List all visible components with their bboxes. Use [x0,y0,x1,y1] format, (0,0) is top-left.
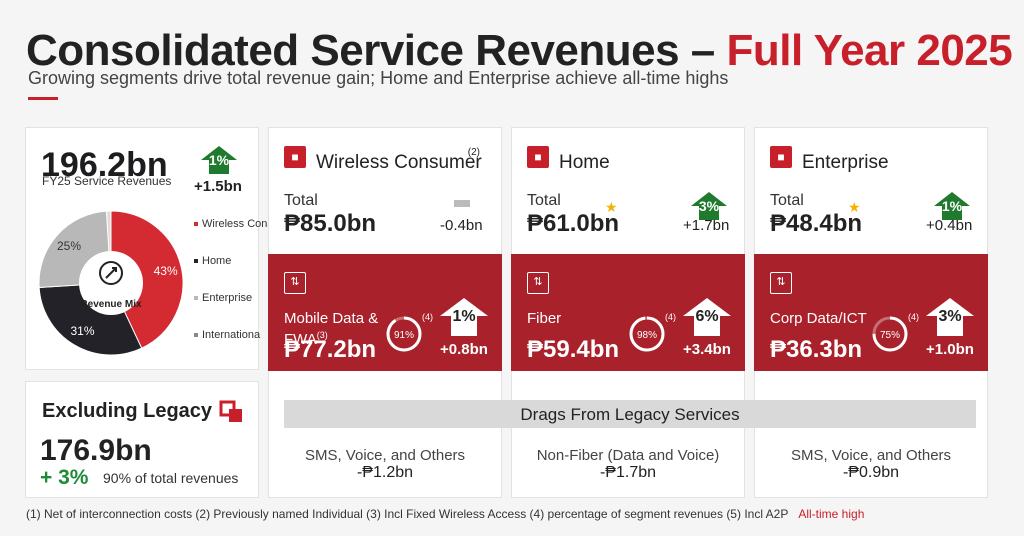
all-time-high-legend: All-time high [798,507,865,521]
segment-change: +1.7bn [683,217,730,234]
segment-total-label: Total [770,192,804,209]
band-value: ₱36.3bn [770,336,863,363]
sub-pct: 6% [695,308,719,325]
cloud-icon: ⇅ [770,272,792,294]
segment-total-label: Total [527,192,561,209]
share-pct: 91% [394,330,414,341]
total-label: FY25 Service Revenues [42,174,172,188]
segment-up-arrow-icon: 3% [691,192,727,220]
legacy-label: Non-Fiber (Data and Voice) [536,447,720,464]
band-value: ₱59.4bn [527,336,620,363]
share-note: (4) [908,312,919,322]
title-main: Consolidated Service Revenues – [26,26,727,75]
share-pct: 75% [880,330,900,341]
legacy-label: SMS, Voice, and Others [304,447,466,464]
home-icon: ■ [527,146,549,168]
segment-pct: 1% [941,198,963,214]
band-label: Fiber [527,310,562,327]
share-ring: 75% [872,316,908,352]
legend-item-home: Home [194,255,231,267]
donut-label-1: 31% [70,324,94,338]
excluding-legacy-title: Excluding Legacy [42,400,213,422]
segment-title: Enterprise [802,152,889,173]
excluding-legacy-pct: + 3% [40,466,89,489]
share-note: (4) [422,312,433,322]
segment-title: Home [559,152,610,173]
segment-up-arrow-icon: 1% [934,192,970,220]
total-revenue-card: 196.2bn FY25 Service Revenues 1% +1.5bn … [25,127,298,370]
legacy-drag-bar: Drags From Legacy Services [284,400,976,428]
band-label: Corp Data/ICT [770,310,867,327]
fiber-icon: ⇅ [527,272,549,294]
donut-center-label: Revenue Mix [80,299,142,310]
sub-change: +1.0bn [926,341,974,358]
segment-title: Wireless Consumer(2) [316,146,482,173]
page-title: Consolidated Service Revenues – Full Yea… [26,26,1013,76]
segment-total-label: Total [284,192,318,209]
peso-growth-icon [99,261,123,285]
share-ring: 91% [386,316,422,352]
total-change: +1.5bn [194,178,242,195]
segment-change: +0.4bn [926,217,973,234]
legend-item-international: Internationa [194,329,260,341]
band-label: Mobile Data & FWA(3) [284,310,379,348]
legacy-exclude-icon [219,400,242,422]
enterprise-icon: ■ [770,146,792,168]
sub-pct: 3% [938,308,962,325]
share-ring: 98% [629,316,665,352]
legacy-label: SMS, Voice, and Others [790,447,952,464]
legacy-value: -₱0.9bn [842,464,900,481]
total-up-arrow-icon: 1% [201,146,237,174]
donut-label-2: 25% [57,239,81,253]
segment-total: ₱48.4bn [770,210,863,237]
donut-slice-0 [110,210,184,349]
mobile-data-icon: ⇅ [284,272,306,294]
flat-trend-icon [454,200,470,207]
total-pct: 1% [208,152,230,168]
excluding-legacy-value: 176.9bn [40,434,152,467]
title-accent: Full Year 2025 [726,26,1013,75]
excluding-legacy-share: 90% of total revenues [103,470,239,486]
share-note: (4) [665,312,676,322]
footnote-text: (1) Net of interconnection costs (2) Pre… [26,507,789,521]
legacy-value: -₱1.2bn [356,464,414,481]
segment-pct: 3% [698,198,720,214]
sub-change: +0.8bn [440,341,488,358]
total-value: 196.2bn [41,146,168,184]
revenue-mix-donut: Revenue Mix 43% 31% 25% [38,210,184,356]
legacy-value: -₱1.7bn [599,464,657,481]
sub-up-arrow-icon: 1% [440,298,488,336]
sub-up-arrow-icon: 6% [683,298,731,336]
sub-pct: 1% [452,308,476,325]
all-time-high-star-icon: ★ [605,199,618,215]
band-value: ₱77.2bn [284,336,377,363]
sub-change: +3.4bn [683,341,731,358]
legend-item-enterprise: Enterprise [194,292,252,304]
segment-total: ₱85.0bn [284,210,377,237]
page-subtitle: Growing segments drive total revenue gai… [28,68,729,88]
all-time-high-star-icon: ★ [848,199,861,215]
segment-total: ₱61.0bn [527,210,620,237]
sub-up-arrow-icon: 3% [926,298,974,336]
legacy-bar-label: Drags From Legacy Services [520,405,740,424]
donut-label-0: 43% [154,264,178,278]
title-underline [28,97,58,100]
share-pct: 98% [637,330,657,341]
segment-change: -0.4bn [440,217,483,234]
footnote: (1) Net of interconnection costs (2) Pre… [26,507,864,521]
wireless-consumer-icon: ■ [284,146,306,168]
